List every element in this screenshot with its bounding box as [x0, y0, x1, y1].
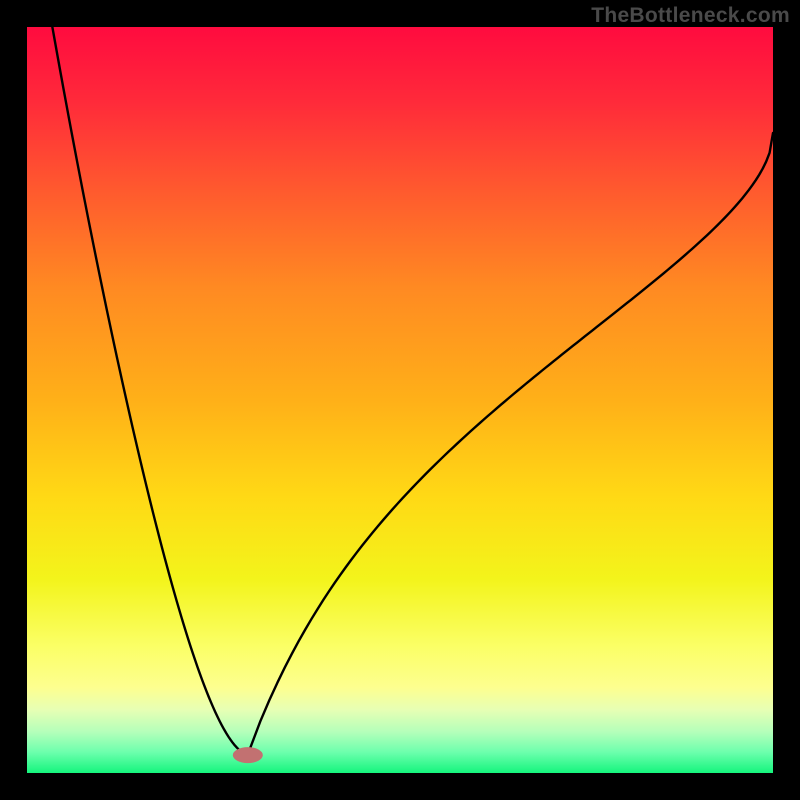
- watermark-text: TheBottleneck.com: [591, 4, 790, 28]
- optimum-marker: [233, 747, 263, 763]
- chart-svg: [0, 0, 800, 800]
- chart-container: TheBottleneck.com: [0, 0, 800, 800]
- plot-area: [27, 27, 773, 773]
